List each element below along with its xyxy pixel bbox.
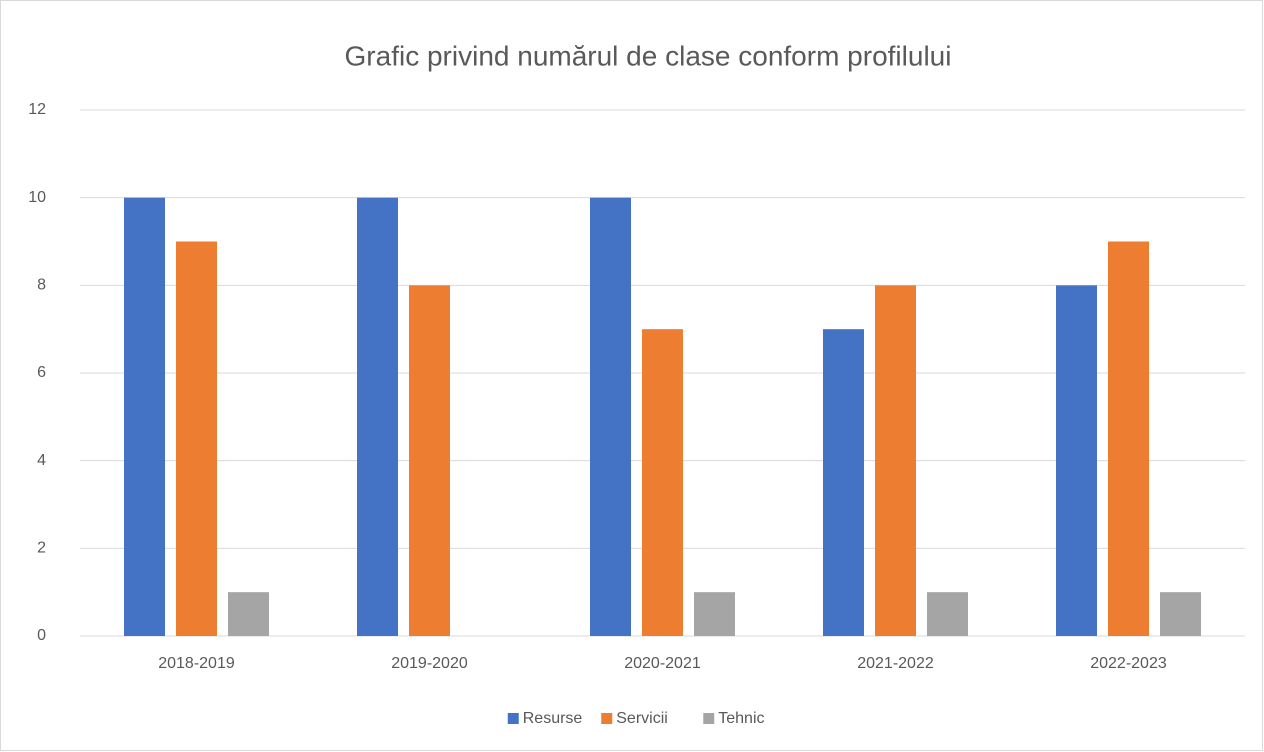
bar	[228, 592, 269, 636]
legend-swatch	[703, 713, 715, 724]
bar	[642, 329, 683, 636]
x-tick-label: 2020-2021	[624, 655, 701, 672]
bar	[124, 197, 165, 636]
chart-title: Grafic privind numărul de clase conform …	[345, 40, 952, 71]
y-tick-label: 0	[37, 627, 46, 644]
bar	[590, 197, 631, 636]
bar	[927, 592, 968, 636]
y-tick-label: 8	[37, 277, 46, 294]
x-tick-label: 2021-2022	[857, 655, 934, 672]
y-tick-label: 6	[37, 364, 46, 381]
bar	[409, 285, 450, 636]
bar	[823, 329, 864, 636]
x-tick-label: 2018-2019	[158, 655, 235, 672]
bar	[1160, 592, 1201, 636]
legend-label: Tehnic	[718, 710, 764, 727]
y-tick-label: 2	[37, 540, 46, 557]
bar	[694, 592, 735, 636]
bar	[357, 197, 398, 636]
bar	[875, 285, 916, 636]
legend-swatch	[601, 713, 613, 724]
y-tick-label: 10	[28, 189, 46, 206]
bar	[176, 241, 217, 636]
legend-label: Servicii	[616, 710, 668, 727]
x-tick-label: 2022-2023	[1090, 655, 1167, 672]
bar	[1108, 241, 1149, 636]
x-tick-label: 2019-2020	[391, 655, 468, 672]
y-tick-label: 4	[37, 452, 46, 469]
y-tick-label: 12	[28, 101, 46, 118]
legend-label: Resurse	[523, 710, 583, 727]
bar	[1056, 285, 1097, 636]
legend-swatch	[507, 713, 519, 724]
